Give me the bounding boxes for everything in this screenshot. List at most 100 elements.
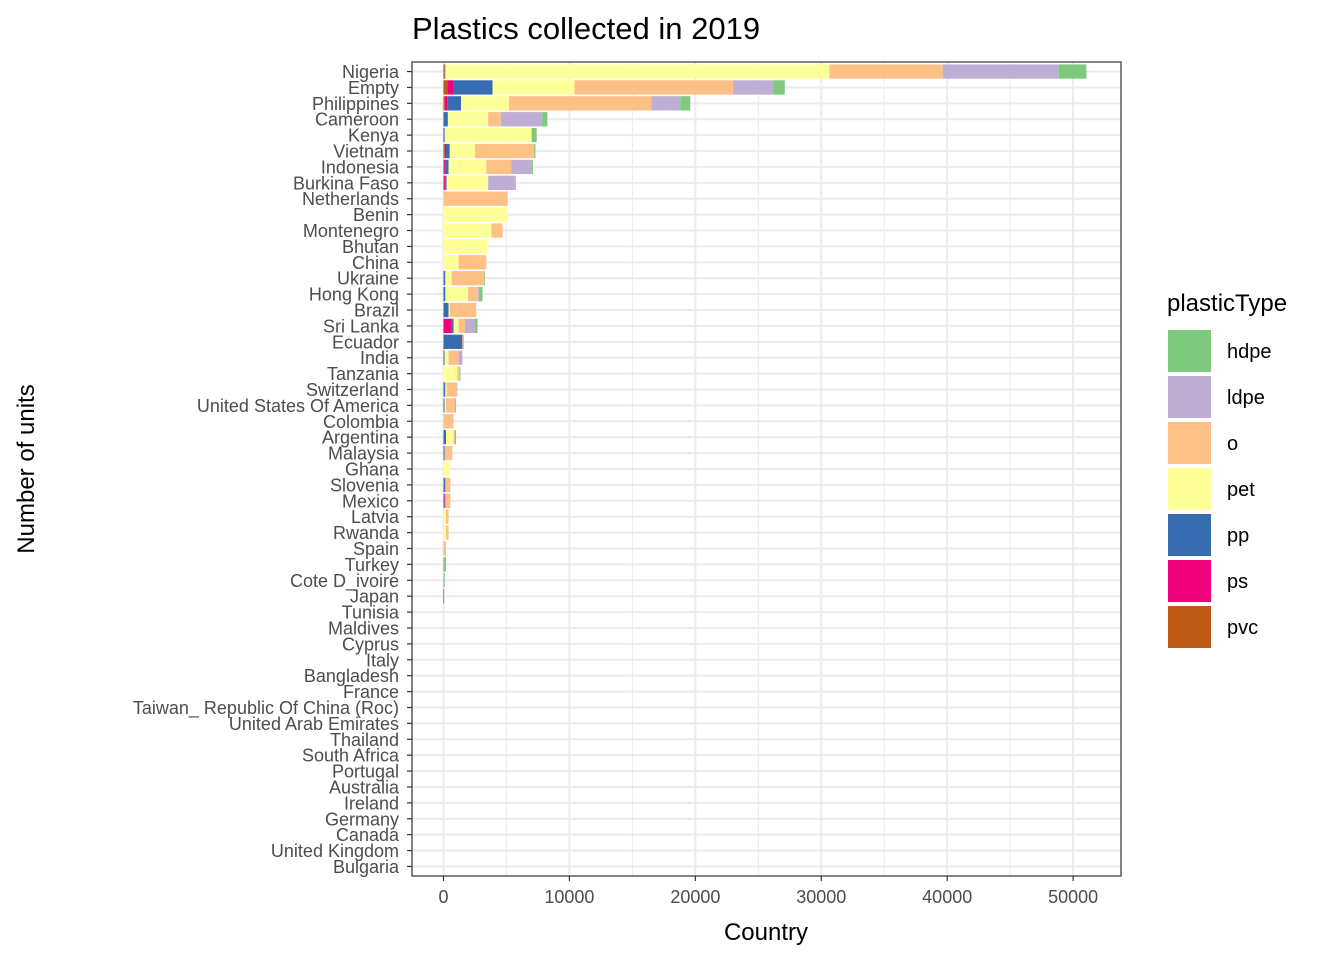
bar-segment-ldpe bbox=[511, 159, 532, 175]
y-tick-label: Cote D_ivoire bbox=[290, 571, 399, 592]
bar-segment-hdpe bbox=[459, 366, 461, 381]
bar-segment-pet bbox=[461, 96, 509, 111]
bar-segment-pp bbox=[446, 143, 450, 159]
y-tick-label: Australia bbox=[329, 777, 400, 797]
y-tick-label: Bangladesh bbox=[304, 666, 399, 686]
bar-segment-pp bbox=[444, 382, 446, 397]
bar-segment-o bbox=[458, 255, 487, 270]
bar-segment-o bbox=[468, 286, 479, 302]
legend-title: plasticType bbox=[1167, 290, 1287, 317]
y-tick-label: Latvia bbox=[351, 507, 400, 527]
bar-segment-pp bbox=[445, 175, 447, 190]
y-tick-label: Japan bbox=[350, 587, 399, 607]
bar-segment-pp bbox=[443, 286, 446, 302]
bar-segment-o bbox=[451, 271, 485, 286]
legend-label-pvc: pvc bbox=[1227, 617, 1258, 639]
bar-segment-pvc bbox=[443, 159, 445, 175]
bar-segment-pp bbox=[447, 96, 462, 111]
bar-segment-pet bbox=[445, 286, 469, 302]
bar-segment-ps bbox=[443, 318, 452, 334]
bar-segment-pp bbox=[444, 350, 445, 365]
bar-segment-pet bbox=[448, 159, 487, 175]
y-tick-label: Sri Lanka bbox=[323, 316, 400, 336]
legend-label-o: o bbox=[1227, 433, 1238, 455]
bar-segment-pet bbox=[443, 239, 488, 254]
y-axis: NigeriaEmptyPhilippinesCameroonKenyaViet… bbox=[133, 62, 412, 877]
bar-segment-ps bbox=[447, 80, 454, 95]
y-axis-title: Number of units bbox=[13, 384, 40, 553]
y-tick-label: South Africa bbox=[302, 746, 400, 766]
bar-segment-o bbox=[443, 191, 508, 206]
bar-segment-pp bbox=[445, 159, 449, 175]
legend-swatch-ldpe bbox=[1168, 376, 1211, 418]
y-tick-label: United Kingdom bbox=[271, 841, 399, 861]
bar-segment-o bbox=[488, 112, 501, 127]
y-tick-label: Bulgaria bbox=[333, 857, 400, 877]
bar-segment-pet bbox=[444, 350, 449, 365]
bar-segment-ps bbox=[444, 159, 446, 175]
bar-segment-hdpe bbox=[1058, 64, 1087, 79]
bar-segment-hdpe bbox=[531, 127, 537, 143]
bar-segment-hdpe bbox=[443, 557, 447, 572]
bar-segment-o bbox=[829, 64, 943, 79]
bar-segment-ps bbox=[443, 589, 445, 604]
bar-segment-o bbox=[508, 96, 652, 111]
bar-segment-pet bbox=[443, 366, 458, 381]
legend: plasticType hdpe ldpe o pet pp ps pvc bbox=[1167, 290, 1287, 648]
bar-segment-pet bbox=[444, 398, 447, 413]
y-tick-label: Cyprus bbox=[342, 634, 399, 654]
x-tick-label: 50000 bbox=[1048, 887, 1098, 907]
x-tick-label: 40000 bbox=[922, 887, 972, 907]
bar-segment-hdpe bbox=[534, 143, 536, 159]
bar-segment-ldpe bbox=[458, 350, 463, 365]
bar-segment-hdpe bbox=[680, 96, 691, 111]
y-tick-label: Vietnam bbox=[333, 142, 399, 162]
bar-segment-pet bbox=[443, 461, 450, 477]
bar-segment-o bbox=[443, 541, 447, 556]
legend-label-ps: ps bbox=[1227, 571, 1248, 593]
y-tick-label: Brazil bbox=[354, 301, 399, 321]
bar-segment-pp bbox=[443, 302, 449, 318]
bar-segment-pp bbox=[444, 493, 446, 508]
x-tick-label: 20000 bbox=[670, 887, 720, 907]
bar-segment-pvc bbox=[443, 143, 445, 159]
bar-segment-o bbox=[457, 366, 460, 381]
bar-segment-pp bbox=[444, 445, 445, 461]
y-tick-label: United States Of America bbox=[197, 396, 400, 416]
bar-segment-pet bbox=[443, 509, 447, 524]
bar-segment-pet bbox=[449, 143, 475, 159]
bar-segment-hdpe bbox=[478, 286, 483, 302]
bar-segment-pp bbox=[443, 430, 447, 445]
y-tick-label: Netherlands bbox=[302, 189, 399, 209]
y-tick-label: Ukraine bbox=[337, 269, 399, 289]
y-tick-label: Tunisia bbox=[342, 603, 400, 623]
bar-segment-pp bbox=[444, 477, 446, 493]
bar-segment-pet bbox=[443, 207, 508, 222]
bar-segment-hdpe bbox=[484, 271, 486, 286]
bar-segment-o bbox=[446, 509, 449, 524]
legend-swatch-ps bbox=[1168, 560, 1211, 602]
x-tick-label: 0 bbox=[438, 887, 448, 907]
x-axis: 0 10000 20000 30000 40000 50000 bbox=[438, 876, 1098, 907]
y-tick-label: Philippines bbox=[312, 94, 399, 114]
bar-segment-pet bbox=[492, 80, 575, 95]
bar-segment-pet bbox=[445, 271, 452, 286]
y-tick-label: Empty bbox=[348, 78, 399, 98]
y-tick-label: Turkey bbox=[345, 555, 399, 575]
y-tick-label: Spain bbox=[353, 539, 399, 559]
bar-segment-ldpe bbox=[942, 64, 1059, 79]
y-tick-label: Ecuador bbox=[332, 332, 399, 352]
bar-segment-hdpe bbox=[454, 430, 457, 445]
bar-segment-pp bbox=[443, 334, 463, 349]
y-tick-label: Benin bbox=[353, 205, 399, 225]
bar-segment-pvc bbox=[443, 477, 445, 493]
y-tick-label: Italy bbox=[366, 650, 399, 670]
bar-segment-o bbox=[574, 80, 734, 95]
y-tick-label: China bbox=[352, 253, 400, 273]
bar-segment-pp bbox=[453, 80, 493, 95]
legend-label-hdpe: hdpe bbox=[1227, 341, 1272, 363]
y-tick-label: Portugal bbox=[332, 762, 399, 782]
bar-segment-o bbox=[444, 445, 453, 461]
legend-swatch-o bbox=[1168, 422, 1211, 464]
